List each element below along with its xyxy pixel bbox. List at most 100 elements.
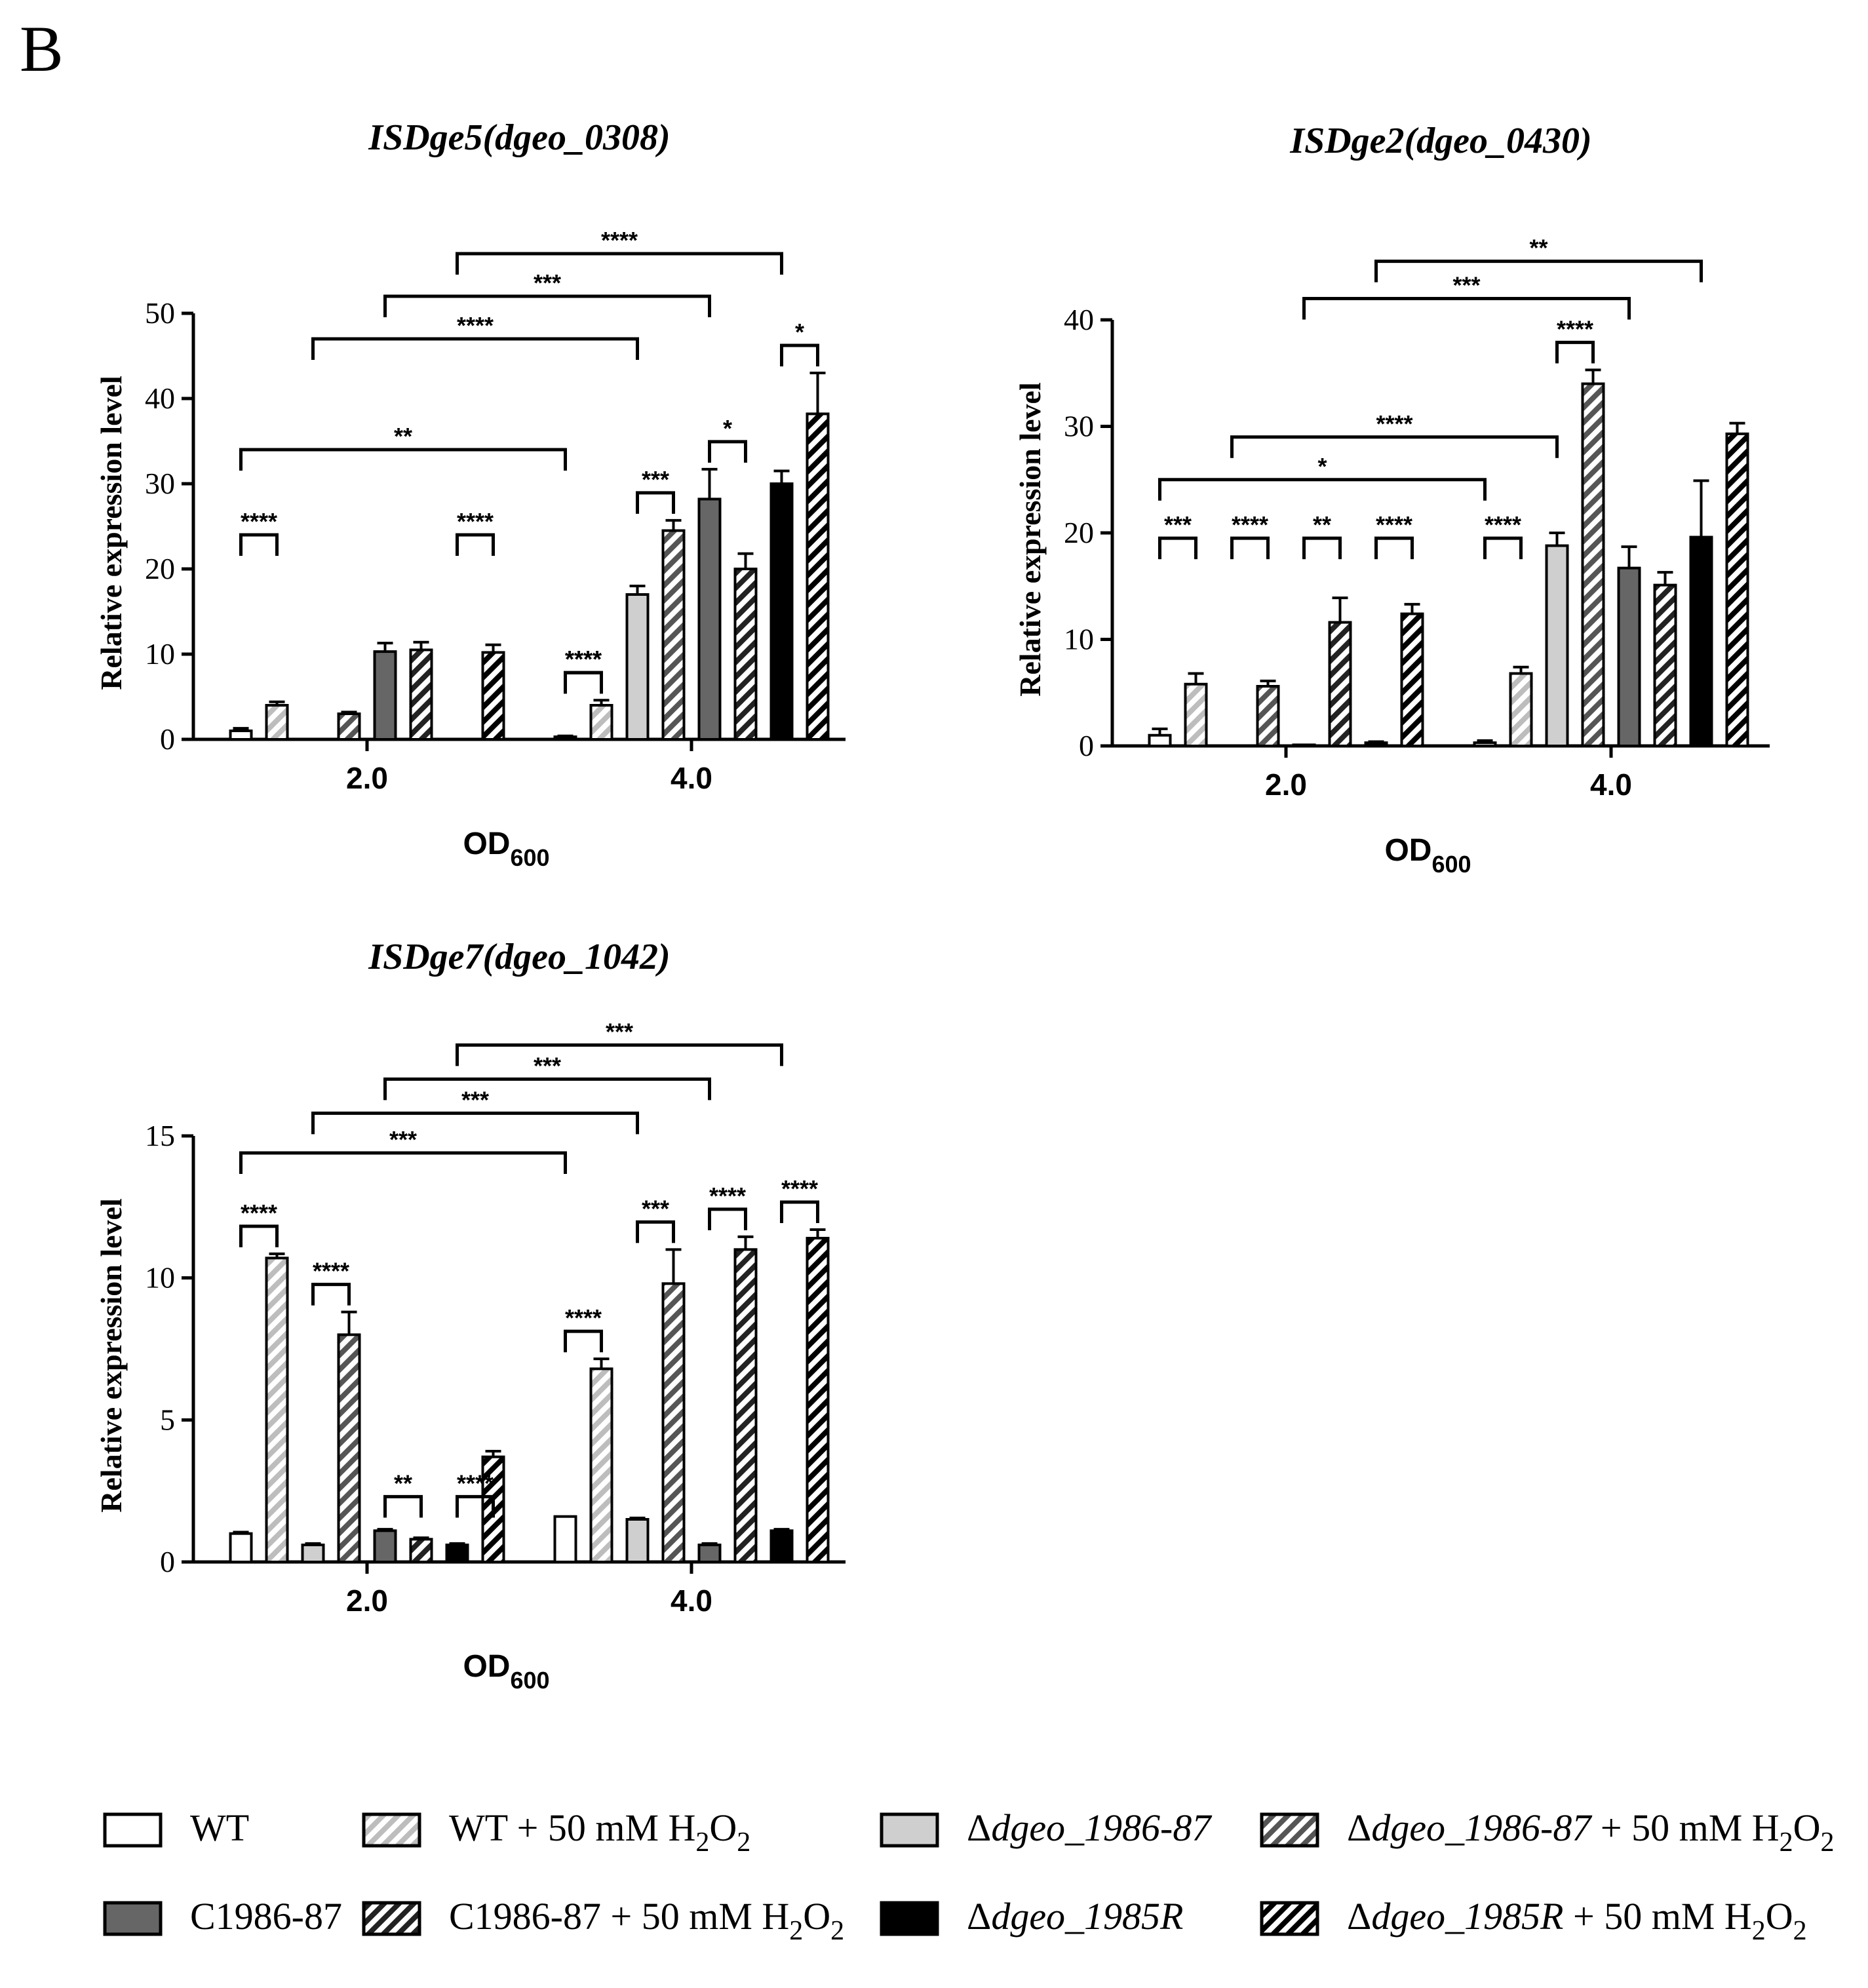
x-tick-label: 2.0 xyxy=(1265,768,1307,802)
significance-bracket xyxy=(239,1224,279,1247)
significance-label: *** xyxy=(534,269,561,296)
x-tick-label: 4.0 xyxy=(671,761,712,795)
significance-bracket xyxy=(1230,536,1270,560)
bar xyxy=(1328,621,1352,747)
bar xyxy=(229,730,253,741)
significance-bracket xyxy=(1230,435,1559,458)
bar xyxy=(733,568,758,741)
x-tick-label: 2.0 xyxy=(346,761,388,795)
significance-label: **** xyxy=(709,1182,746,1209)
legend-label: Δdgeo_1986-87 + 50 mM H2O2 xyxy=(1347,1806,1835,1858)
significance-label: **** xyxy=(565,1304,602,1331)
y-tick-label: 15 xyxy=(145,1119,175,1152)
bar xyxy=(661,529,686,741)
bar xyxy=(625,593,650,741)
significance-bracket xyxy=(383,294,711,317)
legend-swatch xyxy=(880,1901,939,1936)
significance-label: **** xyxy=(241,508,277,535)
significance-label: * xyxy=(723,415,732,442)
legend-item: Δdgeo_1986-87 + 50 mM H2O2 xyxy=(1260,1806,1835,1858)
significance-bracket xyxy=(456,1043,783,1066)
legend-label: WT + 50 mM H2O2 xyxy=(449,1806,750,1858)
legend-label: WT xyxy=(190,1806,249,1849)
bar xyxy=(1473,741,1497,747)
x-axis-label-sub: 600 xyxy=(510,1667,549,1694)
significance-bracket xyxy=(780,1200,819,1223)
bar xyxy=(1184,682,1208,747)
significance-label: **** xyxy=(781,1175,818,1202)
y-tick-label: 30 xyxy=(145,467,175,500)
significance-label: *** xyxy=(1452,272,1480,299)
significance-label: **** xyxy=(565,646,602,672)
legend-label: Δdgeo_1985R xyxy=(967,1895,1183,1938)
bar xyxy=(409,1538,433,1563)
x-axis-label: OD600 xyxy=(463,827,549,871)
significance-label: * xyxy=(1317,453,1327,480)
legend-item: WT + 50 mM H2O2 xyxy=(362,1806,750,1858)
y-tick-label: 40 xyxy=(145,381,175,415)
legend-label: C1986-87 xyxy=(190,1895,342,1938)
significance-bracket xyxy=(1483,536,1523,560)
legend-label: Δdgeo_1986-87 xyxy=(967,1806,1212,1849)
legend-swatch xyxy=(1260,1812,1319,1848)
significance-label: **** xyxy=(1557,315,1593,342)
significance-bracket xyxy=(311,337,639,360)
bar xyxy=(373,650,397,741)
bar xyxy=(806,412,830,741)
bar xyxy=(1292,743,1316,747)
legend-swatch xyxy=(103,1901,163,1936)
significance-bracket xyxy=(564,671,603,694)
x-axis-label-sub: 600 xyxy=(510,844,549,871)
legend-item: Δdgeo_1985R xyxy=(880,1895,1183,1938)
significance-bracket xyxy=(1158,478,1487,501)
legend-swatch xyxy=(103,1812,163,1848)
significance-label: ** xyxy=(1313,511,1331,538)
significance-label: *** xyxy=(642,1195,669,1222)
y-axis-label: Relative expression level xyxy=(94,1198,128,1513)
y-axis-label: Relative expression level xyxy=(94,376,128,690)
bar xyxy=(697,497,722,741)
bar xyxy=(733,1248,758,1564)
significance-label: * xyxy=(795,319,804,345)
legend-label: Δdgeo_1985R + 50 mM H2O2 xyxy=(1347,1895,1807,1946)
significance-label: *** xyxy=(389,1126,417,1153)
bar xyxy=(769,482,794,741)
significance-bracket xyxy=(383,1494,423,1518)
significance-bracket xyxy=(708,440,747,463)
significance-bracket xyxy=(1374,260,1703,283)
bar xyxy=(1400,612,1424,747)
legend-item: Δdgeo_1986-87 xyxy=(880,1806,1212,1849)
significance-bracket xyxy=(383,1077,711,1101)
significance-label: *** xyxy=(534,1052,561,1079)
y-tick-label: 5 xyxy=(160,1403,175,1436)
significance-label: **** xyxy=(565,646,602,672)
bar xyxy=(589,1367,613,1563)
bar xyxy=(1581,382,1605,747)
significance-bracket xyxy=(708,1207,747,1230)
x-tick-label: 2.0 xyxy=(346,1584,388,1618)
chart-title: ISDge7(dgeo_1042) xyxy=(368,937,670,977)
y-tick-label: 10 xyxy=(145,1261,175,1295)
significance-bracket xyxy=(636,491,675,514)
chart-title: ISDge5(dgeo_0308) xyxy=(368,117,670,158)
bar xyxy=(769,1529,794,1563)
x-tick-label: 4.0 xyxy=(671,1584,712,1618)
chart-3: ISDge7(dgeo_1042) 0 5 10 15 2.0 4.0 OD600 Relati… xyxy=(94,937,846,1694)
significance-label: **** xyxy=(1232,511,1268,538)
significance-label: **** xyxy=(313,1258,349,1285)
significance-bracket xyxy=(239,448,567,471)
x-axis-label-sub: 600 xyxy=(1431,851,1471,878)
significance-label: ** xyxy=(1529,235,1547,262)
panel-label: B xyxy=(20,12,64,85)
chart-1: ISDge5(dgeo_0308) 0 10 20 30 40 50 2.0 4.0 OD600 R… xyxy=(94,117,846,871)
significance-bracket xyxy=(780,343,819,366)
legend-item: Δdgeo_1985R + 50 mM H2O2 xyxy=(1260,1895,1807,1946)
legend-item: WT xyxy=(103,1806,249,1849)
y-tick-label: 0 xyxy=(1079,729,1094,762)
bar xyxy=(481,651,505,741)
significance-bracket xyxy=(1302,297,1631,320)
significance-bracket xyxy=(456,1494,495,1518)
significance-label: **** xyxy=(1376,511,1412,538)
